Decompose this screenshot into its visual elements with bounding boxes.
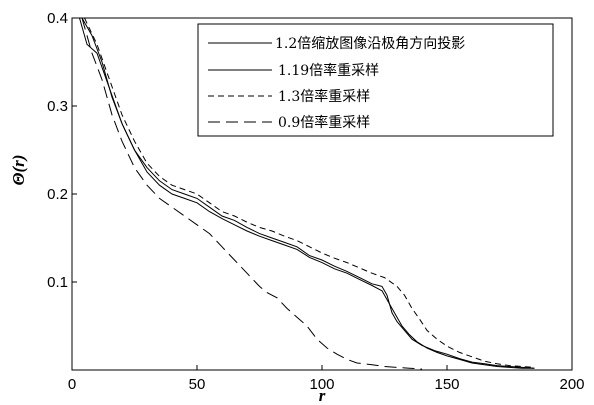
x-tick-label-0: 0	[68, 376, 76, 393]
series-line-2	[81, 17, 535, 369]
x-tick-label-2: 100	[309, 376, 334, 393]
legend: 1.2倍缩放图像沿极角方向投影 1.19倍率重采样 1.3倍率重采样 0.9倍率…	[197, 23, 554, 137]
legend-swatches	[208, 42, 272, 123]
legend-label-1: 1.2倍缩放图像沿极角方向投影	[275, 36, 465, 52]
series-line-3	[84, 17, 535, 368]
y-axis-label: Θ(r)	[9, 155, 28, 186]
y-tick-label-3: 0.4	[47, 10, 68, 27]
x-axis-label: r	[319, 386, 326, 405]
series-line-4	[81, 17, 423, 370]
series-line-1	[79, 17, 535, 369]
legend-label-4: 0.9倍率重采样	[278, 114, 370, 131]
legend-label-2: 1.19倍率重采样	[278, 62, 379, 79]
x-tick-label-1: 50	[189, 376, 206, 393]
y-tick-label-0: 0.1	[47, 274, 68, 291]
y-tick-label-2: 0.3	[47, 98, 68, 115]
x-tick-label-4: 200	[559, 376, 584, 393]
x-tick-label-3: 150	[434, 376, 459, 393]
y-tick-label-1: 0.2	[47, 186, 68, 203]
axis-layer: 0 50 100 150 200 0.1 0.2 0.3 0.4	[47, 10, 584, 393]
legend-label-3: 1.3倍率重采样	[278, 88, 370, 105]
series-layer	[79, 17, 535, 370]
